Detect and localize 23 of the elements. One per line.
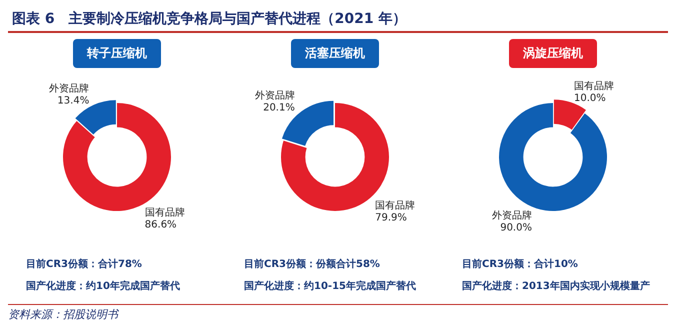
data-label: 10.0% [574, 92, 606, 104]
data-label: 79.9% [375, 212, 407, 224]
slice-label: 国有品牌 [574, 80, 614, 92]
slice-label: 外资品牌 [49, 82, 90, 95]
data-label: 13.4% [57, 96, 90, 107]
chart-title: 活塞压缩机 [291, 39, 379, 68]
text: 图表 6 主要制冷压缩机竞争格局与国产替代进程（2021 年） [8, 8, 668, 33]
text: 资料来源：招股说明书 [8, 308, 118, 321]
slice-label: 外资品牌 [492, 209, 532, 222]
data-label: 20.1% [263, 102, 295, 114]
data-label: 90.0% [500, 222, 532, 234]
text: 国产化进度：2013年国内实现小规模量产 [462, 279, 651, 294]
text: 目前CR3份额：份额合计58% [244, 257, 381, 272]
text: 国产化进度：约10年完成国产替代 [26, 279, 181, 294]
slice-label: 外资品牌 [254, 90, 295, 102]
data-label: 86.6% [144, 220, 177, 231]
chart-title: 涡旋压缩机 [509, 39, 597, 68]
slice-label: 国有品牌 [375, 199, 416, 212]
slice-label: 国有品牌 [144, 206, 185, 219]
text: 目前CR3份额：合计10% [462, 257, 579, 272]
chart-title: 转子压缩机 [73, 39, 161, 68]
text: 目前CR3份额：合计78% [26, 257, 143, 272]
text: 国产化进度：约10-15年完成国产替代 [244, 279, 417, 294]
